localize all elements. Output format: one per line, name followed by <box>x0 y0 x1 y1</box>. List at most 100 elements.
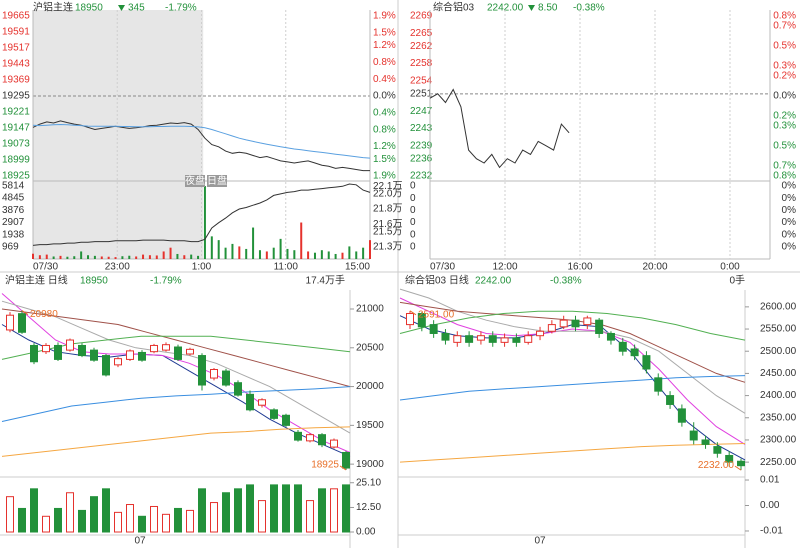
down-arrow-icon <box>118 5 125 11</box>
candle-body <box>583 317 592 326</box>
volume-bar <box>318 488 326 533</box>
y-tick-label: 2258 <box>410 58 433 69</box>
header-name: 综合铝03 <box>433 1 475 14</box>
candle-body <box>642 355 651 370</box>
volume-bar <box>238 246 241 259</box>
candle-body <box>42 344 50 353</box>
x-tick-label: 07 <box>134 536 146 547</box>
volume-bar <box>183 255 186 259</box>
volume-bar <box>121 256 124 259</box>
candle-body <box>500 337 509 343</box>
header-name: 沪铝主连 日线 <box>5 274 68 287</box>
y-tick-label: 2400.00 <box>760 390 797 401</box>
volume-bar <box>100 256 103 259</box>
volume-tick-label: 0 <box>410 229 416 240</box>
moving-average <box>1 426 351 457</box>
y-tick-label: 2269 <box>410 11 433 22</box>
y-tick-label: 19500 <box>356 420 384 431</box>
volume-bar <box>355 251 358 259</box>
y-tick-label: 19517 <box>2 43 30 54</box>
session-button-label: 日盘 <box>207 174 227 187</box>
candle-body <box>488 335 497 343</box>
y-tick-label: 2236 <box>410 153 433 164</box>
min-leader <box>734 465 742 471</box>
volume-bar <box>270 484 278 533</box>
volume-bar <box>369 240 371 259</box>
candle-body <box>126 350 134 360</box>
candle-body <box>689 430 698 441</box>
x-tick-label: 12:00 <box>492 262 517 273</box>
candle-body <box>138 351 146 361</box>
header-last: 18950 <box>75 3 103 14</box>
header-volume: 17.4万手 <box>306 274 345 287</box>
volume-tick-label: 0 <box>410 205 416 216</box>
header-volume: 0手 <box>729 274 745 287</box>
candle-body <box>258 399 266 406</box>
header-last: 18950 <box>80 276 108 287</box>
volume-bar <box>307 251 310 259</box>
x-tick-label: 11:00 <box>274 262 299 273</box>
volume-bar <box>155 255 158 259</box>
candle-body <box>282 414 290 426</box>
volume-bar <box>327 251 330 259</box>
volume-bar <box>279 238 282 259</box>
y2-tick-label: 0.3% <box>773 121 796 132</box>
volume-y2-tick-label: 0% <box>782 181 797 192</box>
volume-bar <box>142 254 145 259</box>
volume-tick-label: 25.10 <box>356 477 381 488</box>
y-tick-label: 2500.00 <box>760 346 797 357</box>
candle-body <box>330 439 338 448</box>
candle-body <box>618 341 627 352</box>
volume-tick-label: 2907 <box>2 217 25 228</box>
candle-body <box>595 319 604 334</box>
y2-tick-label: 0.2% <box>773 111 796 122</box>
volume-bar <box>224 247 227 259</box>
candle-body <box>102 355 110 376</box>
candle-body <box>6 314 14 331</box>
volume-tick-label: 0.01 <box>760 475 780 486</box>
candle-body <box>234 382 242 396</box>
volume-bar <box>73 256 76 259</box>
moving-average <box>399 375 746 401</box>
volume-bar <box>246 484 254 533</box>
candle-body <box>406 313 414 326</box>
session-button <box>185 175 205 187</box>
volume-bar <box>186 509 194 533</box>
volume-tick-label: 4845 <box>2 193 25 204</box>
y-tick-label: 2247 <box>410 106 433 117</box>
volume-tick-label: 0 <box>410 193 416 204</box>
volume-y2-tick-label: 0% <box>782 242 797 253</box>
y2-tick-label: 1.5% <box>373 27 396 38</box>
down-arrow-icon <box>528 5 535 11</box>
volume-bar <box>197 255 200 259</box>
max-leader <box>409 310 417 316</box>
volume-bar <box>135 256 138 259</box>
volume-bar <box>245 248 248 259</box>
volume-bar <box>148 255 151 259</box>
y2-tick-label: 0.0% <box>773 91 796 102</box>
y-tick-label: 19369 <box>2 75 30 86</box>
volume-bar <box>203 186 206 259</box>
volume-bar <box>342 484 350 533</box>
volume-bar <box>306 500 314 533</box>
candle-body <box>162 344 170 351</box>
candle-body <box>547 324 556 332</box>
volume-y2-tick-label: 22.0万 <box>373 189 402 200</box>
candle-body <box>524 335 533 343</box>
y2-tick-label: 1.2% <box>373 40 396 51</box>
y-tick-label: 19443 <box>2 59 30 70</box>
candle-body <box>559 319 568 328</box>
y-tick-label: 18925 <box>2 171 30 182</box>
candle-body <box>465 335 474 343</box>
volume-y2-tick-label: 21.8万 <box>373 204 402 215</box>
volume-bar <box>42 515 50 533</box>
volume-bar <box>102 488 110 533</box>
volume-bar <box>330 488 338 533</box>
volume-tick-label: 1938 <box>2 229 25 240</box>
candle-body <box>222 370 230 386</box>
y-tick-label: 19591 <box>2 27 30 38</box>
candle-body <box>441 332 450 341</box>
y2-tick-label: 0.0% <box>373 91 396 102</box>
y2-tick-label: 0.8% <box>373 57 396 68</box>
